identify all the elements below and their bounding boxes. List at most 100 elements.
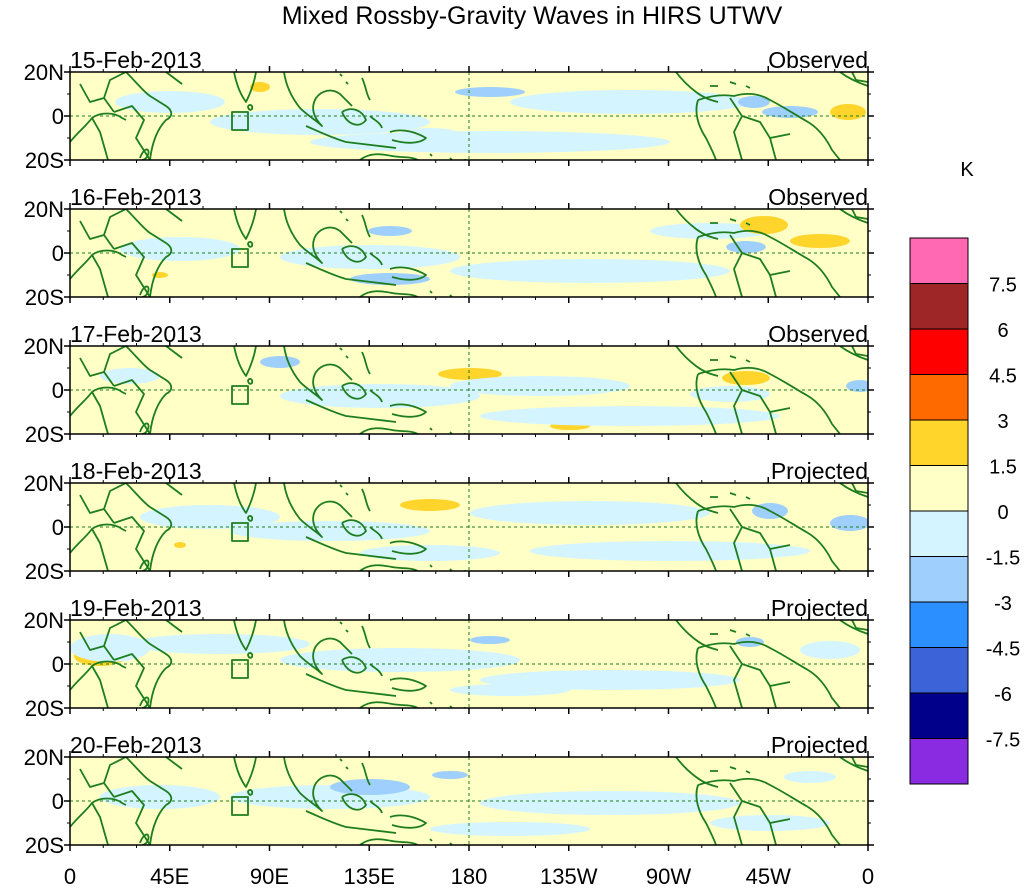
coastline bbox=[729, 782, 791, 845]
coastline bbox=[283, 620, 353, 675]
coastline bbox=[283, 757, 353, 812]
latitude-label: 20S bbox=[25, 148, 64, 173]
coastline bbox=[710, 355, 751, 363]
latitude-label: 0 bbox=[52, 652, 64, 677]
coastline bbox=[233, 757, 257, 788]
map-field bbox=[70, 346, 868, 434]
map-field bbox=[70, 620, 868, 708]
coastline bbox=[139, 559, 150, 571]
colorbar-tick-label: 6 bbox=[997, 320, 1008, 342]
latitude-label: 0 bbox=[52, 789, 64, 814]
colorbar-unit-label: K bbox=[960, 159, 974, 181]
coastline bbox=[165, 483, 183, 496]
coastline bbox=[231, 385, 249, 405]
coastline bbox=[710, 766, 751, 774]
map-field bbox=[70, 72, 868, 160]
anomaly-contour bbox=[432, 771, 468, 779]
map-panel: 20-Feb-2013 Projected 20N 0 20S bbox=[24, 732, 874, 858]
coastline bbox=[70, 386, 127, 417]
coastline bbox=[165, 346, 183, 359]
coastline bbox=[695, 99, 717, 160]
anomaly-contour bbox=[480, 670, 740, 690]
coastline bbox=[70, 523, 127, 554]
coastline bbox=[70, 797, 127, 828]
longitude-label: 180 bbox=[451, 864, 488, 889]
coastline bbox=[247, 378, 254, 385]
colorbar-swatch bbox=[909, 419, 969, 466]
panel-date-label: 15-Feb-2013 bbox=[70, 47, 202, 73]
map-panel: 15-Feb-2013 Observed 20N 0 20S bbox=[24, 47, 874, 173]
colorbar-swatch bbox=[909, 692, 969, 739]
coastline bbox=[283, 483, 353, 538]
coastline bbox=[839, 483, 868, 498]
coastline bbox=[389, 129, 427, 144]
coastline bbox=[247, 652, 254, 659]
coastline bbox=[339, 484, 466, 571]
coastline bbox=[165, 757, 183, 770]
coastline bbox=[233, 209, 257, 240]
anomaly-contour bbox=[450, 376, 630, 396]
map-panel: 18-Feb-2013 Projected 20N 0 20S bbox=[24, 458, 874, 584]
anomaly-contour bbox=[830, 104, 866, 120]
coastline bbox=[341, 488, 383, 540]
coastline bbox=[339, 621, 466, 708]
anomaly-contour bbox=[722, 371, 770, 385]
coastline bbox=[231, 796, 249, 816]
coastline bbox=[339, 347, 466, 434]
longitude-label: 0 bbox=[64, 864, 76, 889]
anomaly-contour bbox=[438, 368, 502, 380]
coastline bbox=[139, 422, 150, 434]
coastline bbox=[139, 285, 150, 297]
coastline bbox=[139, 833, 150, 845]
coastline bbox=[125, 620, 173, 708]
panel-status-label: Observed bbox=[768, 47, 868, 73]
coastline bbox=[359, 701, 419, 708]
anomaly-contour bbox=[470, 501, 710, 525]
coastline bbox=[341, 625, 383, 677]
anomaly-contour bbox=[726, 241, 766, 253]
coastline bbox=[165, 620, 183, 633]
anomaly-contour bbox=[830, 515, 868, 531]
anomaly-contour bbox=[130, 634, 310, 654]
anomaly-contour bbox=[450, 684, 570, 696]
longitude-label: 135E bbox=[344, 864, 395, 889]
coastline bbox=[247, 241, 254, 248]
latitude-label: 20N bbox=[24, 197, 64, 222]
coastline bbox=[125, 209, 173, 297]
coastline bbox=[125, 72, 173, 160]
coastline bbox=[359, 153, 419, 160]
anomaly-contour bbox=[690, 386, 770, 402]
coastline bbox=[697, 778, 841, 845]
panel-status-label: Observed bbox=[768, 321, 868, 347]
colorbar-tick-label: 3 bbox=[997, 411, 1008, 433]
coastline bbox=[697, 230, 841, 297]
coastline bbox=[695, 647, 717, 708]
colorbar: K 7.5 6 4.5 3 1.5 0 -1.5 -3 -4.5 -6 -7.5 bbox=[909, 159, 1020, 785]
coastline bbox=[231, 111, 249, 131]
anomaly-contour bbox=[784, 771, 836, 783]
latitude-label: 20N bbox=[24, 60, 64, 85]
longitude-label: 90E bbox=[250, 864, 289, 889]
coastline bbox=[359, 838, 419, 845]
longitude-label: 45W bbox=[746, 864, 791, 889]
coastline bbox=[341, 214, 383, 266]
colorbar-tick-label: 0 bbox=[997, 502, 1008, 524]
coastline bbox=[359, 564, 419, 571]
coastline bbox=[339, 73, 466, 160]
coastline bbox=[233, 72, 257, 103]
coastline bbox=[675, 346, 719, 377]
coastline bbox=[729, 371, 791, 434]
coastline bbox=[695, 510, 717, 571]
coastline bbox=[305, 810, 397, 834]
coastline bbox=[341, 762, 383, 814]
coastline bbox=[79, 620, 151, 708]
panel-status-label: Projected bbox=[771, 458, 868, 484]
colorbar-swatch bbox=[909, 738, 969, 785]
anomaly-contour bbox=[310, 131, 670, 153]
anomaly-contour bbox=[740, 216, 788, 234]
longitude-label: 90W bbox=[646, 864, 691, 889]
map-panel: 17-Feb-2013 Observed 20N 0 20S bbox=[24, 321, 874, 447]
coastline bbox=[839, 72, 868, 87]
anomaly-contour bbox=[115, 91, 225, 113]
coastline bbox=[675, 209, 719, 240]
